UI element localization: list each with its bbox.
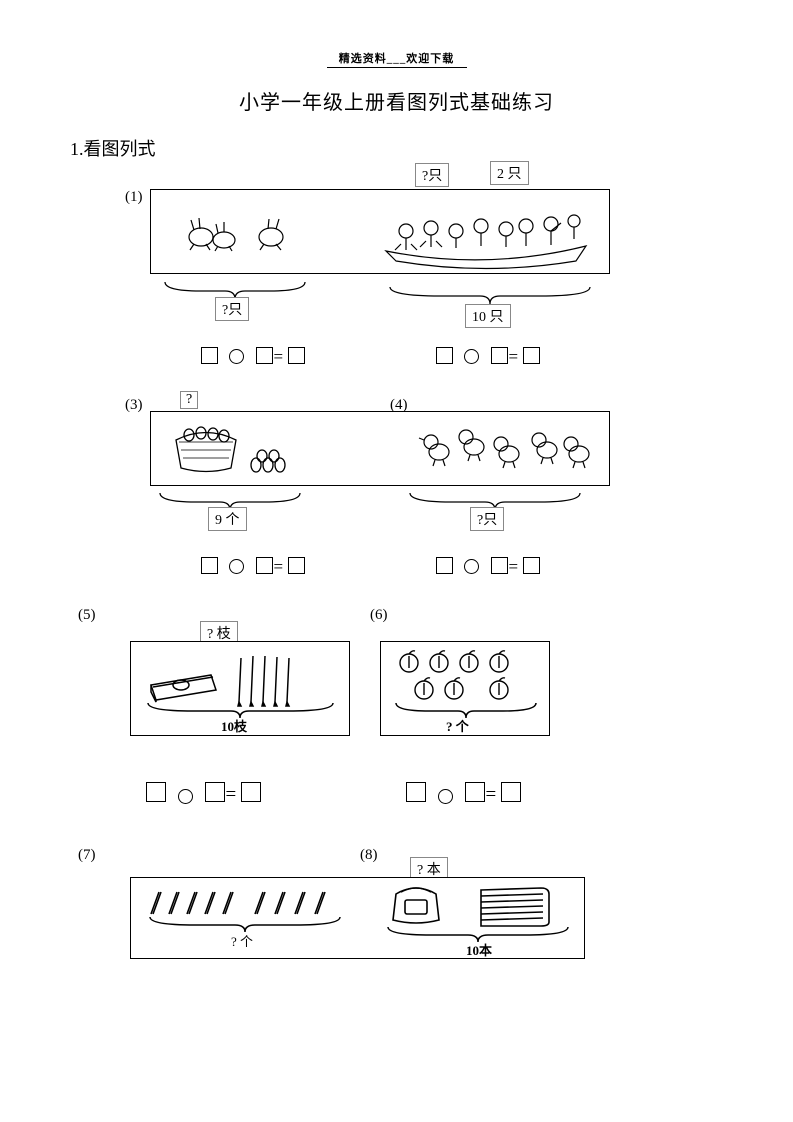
label-2-zhi: 2 只 — [490, 161, 529, 185]
equation-p2[interactable]: = — [435, 347, 541, 367]
eq-box[interactable] — [523, 347, 540, 364]
label-q-zhi-p1: ?只 — [215, 297, 249, 321]
chicks-illustration — [411, 422, 601, 480]
label-q-ge-p7: ? 个 — [231, 931, 253, 950]
label-9-ge: 9 个 — [208, 507, 247, 531]
monkeys-boat-illustration — [376, 196, 601, 271]
equals-sign: = — [486, 784, 501, 805]
eq-box[interactable] — [523, 557, 540, 574]
problem-number-6: (6) — [370, 607, 388, 624]
eq-box[interactable] — [406, 782, 426, 802]
label-10-zhi-p2: 10 只 — [465, 304, 511, 328]
eq-op-circle[interactable] — [229, 559, 244, 574]
image-box-p6: ? 个 — [380, 641, 550, 736]
rabbits-illustration — [176, 202, 316, 262]
eq-box[interactable] — [256, 557, 273, 574]
page-title: 小学一年级上册看图列式基础练习 — [70, 86, 723, 115]
eq-box[interactable] — [201, 347, 218, 364]
eq-box[interactable] — [256, 347, 273, 364]
label-10-zhi-pencil: 10枝 — [221, 716, 247, 735]
peaches-illustration — [391, 648, 541, 708]
problem-number-8: (8) — [360, 847, 378, 864]
eq-box[interactable] — [491, 557, 508, 574]
section-heading: 1.看图列式 — [70, 135, 723, 161]
eq-box[interactable] — [241, 782, 261, 802]
equals-sign: = — [509, 557, 523, 576]
eq-box[interactable] — [465, 782, 485, 802]
image-box-p5: 10枝 — [130, 641, 350, 736]
equation-p3[interactable]: = — [200, 557, 306, 577]
image-box-row2 — [150, 411, 610, 486]
eq-box[interactable] — [201, 557, 218, 574]
equation-p4[interactable]: = — [435, 557, 541, 577]
equation-p6[interactable]: = — [405, 782, 522, 806]
eq-op-circle[interactable] — [178, 789, 193, 804]
problems-area: (1) (2) ?只 2 只 — [70, 167, 723, 1087]
equals-sign: = — [274, 557, 288, 576]
basket-eggs-illustration — [161, 420, 311, 480]
page-header: 精选资料___欢迎下载 — [327, 50, 467, 68]
label-10-ben: 10本 — [466, 940, 492, 959]
eq-box[interactable] — [205, 782, 225, 802]
label-q-ge-p6: ? 个 — [446, 716, 469, 735]
problem-number-5: (5) — [78, 607, 96, 624]
eq-box[interactable] — [436, 347, 453, 364]
eq-box[interactable] — [501, 782, 521, 802]
image-box-row1 — [150, 189, 610, 274]
eq-op-circle[interactable] — [438, 789, 453, 804]
eq-box[interactable] — [288, 347, 305, 364]
equals-sign: = — [274, 347, 288, 366]
label-q-zhi-top: ?只 — [415, 163, 449, 187]
equation-p5[interactable]: = — [145, 782, 262, 806]
brace-p2 — [385, 284, 595, 306]
eq-box[interactable] — [436, 557, 453, 574]
label-q-zhi-p4: ?只 — [470, 507, 504, 531]
eq-op-circle[interactable] — [464, 559, 479, 574]
problem-number-3: (3) — [125, 397, 143, 414]
image-box-row4: ? 个 10本 — [130, 877, 585, 959]
equation-p1[interactable]: = — [200, 347, 306, 367]
eq-box[interactable] — [288, 557, 305, 574]
eq-box[interactable] — [491, 347, 508, 364]
problem-number-1: (1) — [125, 189, 143, 206]
eq-op-circle[interactable] — [464, 349, 479, 364]
problem-number-7: (7) — [78, 847, 96, 864]
label-q-p3: ? — [180, 391, 198, 409]
eq-op-circle[interactable] — [229, 349, 244, 364]
equals-sign: = — [226, 784, 241, 805]
equals-sign: = — [509, 347, 523, 366]
eq-box[interactable] — [146, 782, 166, 802]
